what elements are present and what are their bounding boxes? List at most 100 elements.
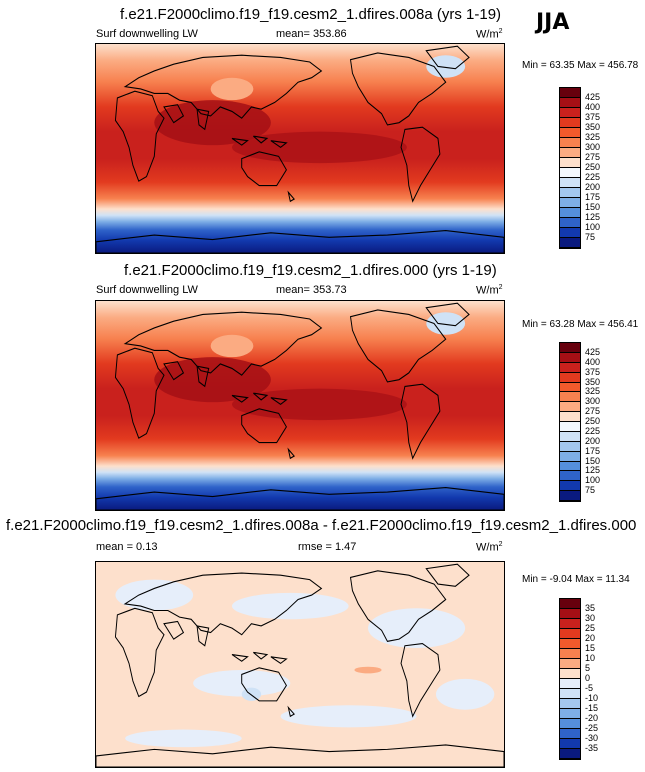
- colorbar-segment: [560, 461, 580, 472]
- colorbar-segment: [560, 431, 580, 442]
- colorbar-tick-label: 30: [585, 613, 596, 623]
- colorbar-tick-label: 225: [585, 425, 601, 436]
- colorbar-segment: [560, 699, 580, 709]
- colorbar-segment: [560, 669, 580, 679]
- colorbar-segment: [560, 619, 580, 629]
- colorbar-segment: [560, 599, 580, 609]
- season-label: JJA: [536, 10, 570, 35]
- colorbar-tick-label: 175: [585, 445, 601, 456]
- minmax-label: Min = 63.28 Max = 456.41: [522, 319, 639, 330]
- diff-patch: [241, 687, 262, 701]
- map-field: [95, 561, 505, 768]
- colorbar-segment: [560, 629, 580, 639]
- colorbar-segment: [560, 441, 580, 452]
- colorbar-segment: [560, 158, 580, 168]
- colorbar-tick-label: 75: [585, 232, 596, 242]
- colorbar-segment: [560, 168, 580, 178]
- colorbar-segment: [560, 709, 580, 719]
- colorbar-segment: [560, 392, 580, 403]
- tropical-band: [232, 388, 407, 421]
- warm-pool: [154, 100, 271, 146]
- diff-patch: [436, 678, 495, 710]
- greenland-cool: [426, 312, 466, 335]
- colorbar-segment: [560, 639, 580, 649]
- colorbar-tick-label: 10: [585, 653, 596, 663]
- colorbar-segment: [560, 208, 580, 218]
- map-svg: [95, 301, 505, 511]
- colorbar-tick-label: -30: [585, 733, 599, 743]
- units-label: W/m2: [476, 284, 503, 297]
- colorbar-segment: [560, 491, 580, 501]
- colorbar-segment: [560, 451, 580, 462]
- colorbar-segment: [560, 471, 580, 482]
- colorbar-segment: [560, 98, 580, 108]
- units-label: W/m2: [476, 541, 503, 554]
- colorbar: [559, 598, 581, 760]
- colorbar-tick-label: 25: [585, 623, 596, 633]
- colorbar-tick-label: 325: [585, 132, 601, 142]
- diff-patch: [232, 592, 349, 620]
- colorbar-tick-label: -35: [585, 743, 599, 753]
- colorbar-tick-label: -10: [585, 693, 599, 703]
- colorbar-tick-label: 425: [585, 92, 601, 102]
- rmse-label: rmse = 1.47: [298, 541, 357, 553]
- minmax-label: Min = -9.04 Max = 11.34: [522, 574, 630, 585]
- diff-patch: [354, 666, 382, 674]
- tibet-cool: [210, 77, 254, 101]
- colorbar-tick-label: 125: [585, 212, 601, 222]
- colorbar-tick-label: -15: [585, 703, 599, 713]
- colorbar-tick-label: -5: [585, 683, 594, 693]
- colorbar-tick-label: 350: [585, 122, 601, 132]
- colorbar-segment: [560, 228, 580, 238]
- colorbar-tick-label: 20: [585, 633, 596, 643]
- units-label: W/m2: [476, 28, 503, 41]
- tropical-band: [232, 131, 407, 164]
- colorbar-segment: [560, 178, 580, 188]
- diff-patch: [368, 608, 466, 648]
- map-field: [95, 43, 505, 254]
- diff-patch: [115, 579, 194, 611]
- colorbar-segment: [560, 679, 580, 689]
- colorbar-segment: [560, 138, 580, 148]
- mean-label: mean= 353.73: [276, 284, 347, 296]
- mean-label: mean= 353.86: [276, 28, 347, 40]
- colorbar-tick-label: 400: [585, 356, 601, 367]
- colorbar-segment: [560, 372, 580, 383]
- colorbar-tick-label: 400: [585, 102, 601, 112]
- colorbar-tick-label: 200: [585, 435, 601, 446]
- colorbar-tick-label: -25: [585, 723, 599, 733]
- colorbar-segment: [560, 659, 580, 669]
- greenland-cool: [426, 55, 466, 78]
- colorbar-tick-label: 250: [585, 162, 601, 172]
- colorbar-tick-label: 35: [585, 603, 596, 613]
- variable-label: Surf downwelling LW: [96, 284, 198, 296]
- colorbar-tick-label: 75: [585, 485, 596, 496]
- colorbar-segment: [560, 412, 580, 422]
- colorbar-segment: [560, 343, 580, 353]
- colorbar-segment: [560, 352, 580, 363]
- colorbar-tick-label: 325: [585, 386, 601, 397]
- mean-label: mean = 0.13: [96, 541, 158, 553]
- colorbar-tick-label: 425: [585, 346, 601, 357]
- colorbar-segment: [560, 88, 580, 98]
- panel-title: f.e21.F2000climo.f19_f19.cesm2_1.dfires.…: [6, 517, 637, 534]
- colorbar-tick-label: 0: [585, 673, 591, 683]
- colorbar-tick-label: 200: [585, 182, 601, 192]
- colorbar-segment: [560, 749, 580, 759]
- colorbar-tick-label: 150: [585, 202, 601, 212]
- colorbar-tick-label: 100: [585, 475, 601, 486]
- colorbar-segment: [560, 719, 580, 729]
- colorbar-segment: [560, 188, 580, 198]
- colorbar-tick-label: 375: [585, 366, 601, 377]
- colorbar-segment: [560, 609, 580, 619]
- colorbar-segment: [560, 362, 580, 373]
- colorbar-segment: [560, 729, 580, 739]
- colorbar-segment: [560, 238, 580, 248]
- map-svg: [95, 562, 505, 768]
- minmax-label: Min = 63.35 Max = 456.78: [522, 60, 639, 71]
- colorbar-segment: [560, 422, 580, 432]
- colorbar-segment: [560, 218, 580, 228]
- variable-label: Surf downwelling LW: [96, 28, 198, 40]
- colorbar-segment: [560, 128, 580, 138]
- colorbar-tick-label: 225: [585, 172, 601, 182]
